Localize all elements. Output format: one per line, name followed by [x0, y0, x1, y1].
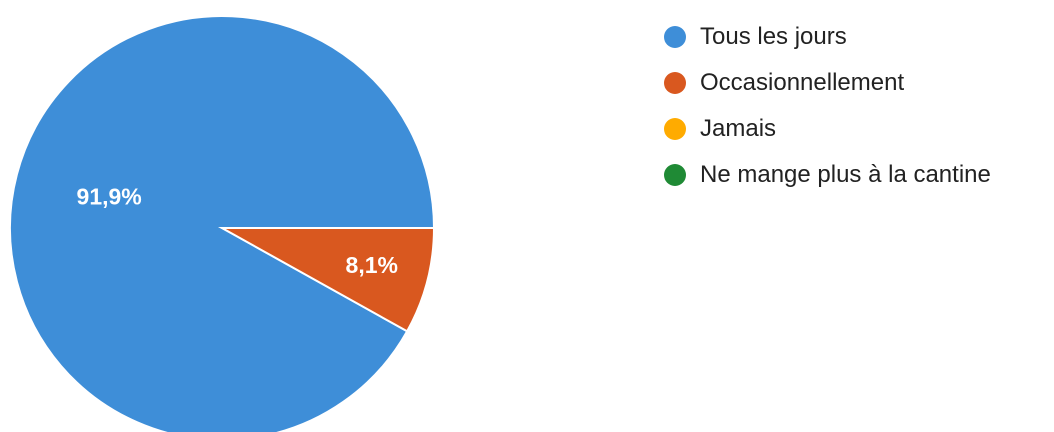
legend-item-1: Occasionnellement: [664, 60, 991, 106]
legend-swatch-icon: [664, 72, 686, 94]
legend-item-2: Jamais: [664, 106, 991, 152]
legend-label: Tous les jours: [700, 23, 847, 50]
pie-plot: 91,9% 8,1%: [9, 15, 436, 432]
slice-label-1: 8,1%: [346, 252, 398, 278]
legend-label: Ne mange plus à la cantine: [700, 161, 991, 188]
legend-label: Occasionnellement: [700, 69, 905, 96]
legend-swatch-icon: [664, 118, 686, 140]
slice-label-0: 91,9%: [77, 184, 142, 210]
legend-item-3: Ne mange plus à la cantine: [664, 152, 991, 198]
legend-swatch-icon: [664, 164, 686, 186]
legend-swatch-icon: [664, 26, 686, 48]
legend-item-0: Tous les jours: [664, 14, 991, 60]
legend: Tous les jours Occasionnellement Jamais Ne …: [664, 14, 991, 198]
pie-slice-0: [9, 15, 436, 432]
legend-label: Jamais: [700, 115, 777, 142]
pie-slice-1: [218, 227, 436, 333]
